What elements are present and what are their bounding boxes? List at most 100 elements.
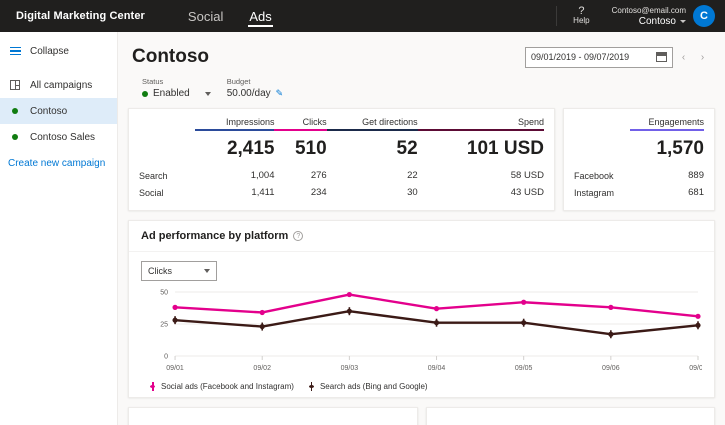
status-value: Enabled	[153, 88, 190, 99]
prev-period-button[interactable]: ‹	[681, 51, 686, 63]
app-brand-title: Digital Marketing Center	[16, 10, 145, 22]
chart-card-body: Clicks 0 25 50 09/01 09/02 09/03 09/04 09/05 09…	[129, 252, 714, 397]
sidebar-collapse-toggle[interactable]: Collapse	[0, 38, 117, 64]
sidebar: Collapse All campaigns Contoso Contoso S…	[0, 32, 118, 425]
data-point	[346, 291, 352, 298]
legend-item: Search ads (Bing and Google)	[308, 382, 428, 391]
status-dot-icon	[142, 90, 148, 97]
account-name-row: Contoso	[639, 16, 686, 27]
bottom-cards-row	[128, 407, 715, 425]
help-button[interactable]: ? Help	[561, 0, 601, 32]
kpi-rule-get-directions	[326, 129, 418, 131]
kpi-rule-impressions	[195, 129, 275, 131]
legend-label: Search ads (Bing and Google)	[319, 382, 428, 391]
data-point	[259, 309, 265, 316]
kpi-table-engagements: Engagements 1,570 Facebook 889	[574, 117, 704, 201]
kpi-header-row: Engagements	[574, 117, 704, 129]
account-name-label: Contoso	[638, 16, 676, 27]
kpi-row-label-facebook: Facebook	[574, 170, 614, 181]
question-mark-icon: ?	[578, 5, 585, 17]
kpi-total-engagements: 1,570	[656, 138, 704, 159]
kpi-rule-spend	[417, 129, 544, 131]
next-period-button[interactable]: ›	[700, 51, 705, 63]
status-field: Status Enabled	[142, 77, 211, 99]
kpi-header-row: Impressions Clicks Get directions Spend	[139, 117, 544, 129]
top-app-bar: Digital Marketing Center Social Ads ? He…	[0, 0, 725, 32]
data-point	[695, 313, 701, 319]
info-icon[interactable]: ?	[293, 231, 304, 241]
chevron-down-icon[interactable]	[204, 91, 211, 96]
kpi-cell: 1,004	[250, 170, 275, 181]
sidebar-item-label: Contoso	[30, 105, 68, 117]
sidebar-item-all-campaigns[interactable]: All campaigns	[0, 72, 117, 98]
kpi-rule-row	[139, 129, 544, 131]
status-dot-icon	[8, 108, 22, 114]
top-nav: Social Ads	[175, 0, 285, 32]
account-menu[interactable]: Contoso@email.com Contoso C	[602, 0, 719, 32]
budget-value-row: 50.00/day ✎	[227, 88, 283, 99]
main-content: Contoso 09/01/2019 - 09/07/2019 ‹ › Stat…	[118, 32, 725, 425]
kpi-total-row: 2,415 510 52 101 USD	[139, 131, 544, 167]
kpi-card-engagements: Engagements 1,570 Facebook 889	[563, 108, 715, 211]
kpi-rule-clicks	[274, 129, 327, 131]
sidebar-item-contoso-sales[interactable]: Contoso Sales	[0, 124, 117, 150]
data-point	[433, 306, 440, 312]
status-dot-icon	[8, 134, 22, 140]
kpi-cell: 889	[688, 170, 704, 181]
data-point	[172, 304, 178, 310]
kpi-header-impressions: Impressions	[225, 117, 275, 127]
kpi-row-label-social: Social	[139, 187, 164, 198]
campaign-status-strip: Status Enabled Budget 50.00/day ✎	[128, 68, 715, 99]
sidebar-item-contoso[interactable]: Contoso	[0, 98, 117, 124]
hamburger-icon	[8, 46, 22, 56]
table-row: Facebook 889	[574, 167, 704, 184]
account-email: Contoso@email.com	[611, 6, 686, 15]
chevron-down-icon	[680, 20, 686, 23]
kpi-cell: 276	[310, 170, 327, 181]
date-range-value: 09/01/2019 - 09/07/2019	[531, 52, 630, 62]
create-new-campaign-link[interactable]: Create new campaign	[8, 158, 106, 169]
chart-card: Ad performance by platform ? Clicks 0 25 5…	[128, 220, 715, 398]
budget-value: 50.00/day	[226, 88, 271, 99]
budget-label: Budget	[226, 77, 251, 86]
kpi-cell: 43 USD	[510, 187, 544, 198]
help-label: Help	[573, 16, 590, 25]
edit-pencil-icon[interactable]: ✎	[275, 88, 284, 98]
chart-card-header: Ad performance by platform ?	[129, 221, 714, 252]
grid-icon	[8, 80, 22, 90]
budget-field: Budget 50.00/day ✎	[227, 77, 283, 99]
tab-social[interactable]: Social	[187, 8, 224, 24]
legend-marker-icon	[149, 382, 156, 391]
sidebar-item-label: Contoso Sales	[30, 131, 96, 143]
chevron-down-icon	[204, 269, 210, 273]
metric-select[interactable]: Clicks	[141, 261, 217, 281]
legend-item: Social ads (Facebook and Instagram)	[149, 382, 294, 391]
metric-select-value: Clicks	[148, 266, 172, 276]
series-line-0	[175, 295, 698, 317]
kpi-cell: 1,411	[251, 187, 275, 198]
status-value-row[interactable]: Enabled	[142, 88, 211, 99]
kpi-header-spend: Spend	[517, 117, 544, 127]
chart-title: Ad performance by platform	[141, 230, 289, 242]
body-wrapper: Collapse All campaigns Contoso Contoso S…	[0, 32, 725, 425]
kpi-row: Impressions Clicks Get directions Spend	[128, 108, 715, 211]
line-chart-svg	[172, 288, 701, 376]
page-header: Contoso 09/01/2019 - 09/07/2019 ‹ ›	[128, 32, 715, 68]
legend-label: Social ads (Facebook and Instagram)	[161, 382, 294, 391]
kpi-card-main: Impressions Clicks Get directions Spend	[128, 108, 555, 211]
avatar[interactable]: C	[693, 5, 715, 27]
date-range-input[interactable]: 09/01/2019 - 09/07/2019	[525, 46, 673, 68]
vertical-divider	[556, 6, 558, 26]
table-row: Instagram 681	[574, 184, 704, 201]
kpi-row-label-search: Search	[139, 170, 168, 181]
tab-ads[interactable]: Ads	[236, 0, 284, 32]
kpi-total-impressions: 2,415	[226, 138, 275, 159]
kpi-total-get-directions: 52	[396, 138, 418, 159]
kpi-rule-engagements	[630, 129, 704, 131]
kpi-cell: 30	[407, 187, 418, 198]
kpi-cell: 234	[310, 187, 327, 198]
kpi-total-clicks: 510	[294, 138, 327, 159]
kpi-header-engagements: Engagements	[648, 117, 704, 127]
calendar-icon[interactable]	[656, 52, 667, 62]
data-point	[608, 304, 614, 310]
